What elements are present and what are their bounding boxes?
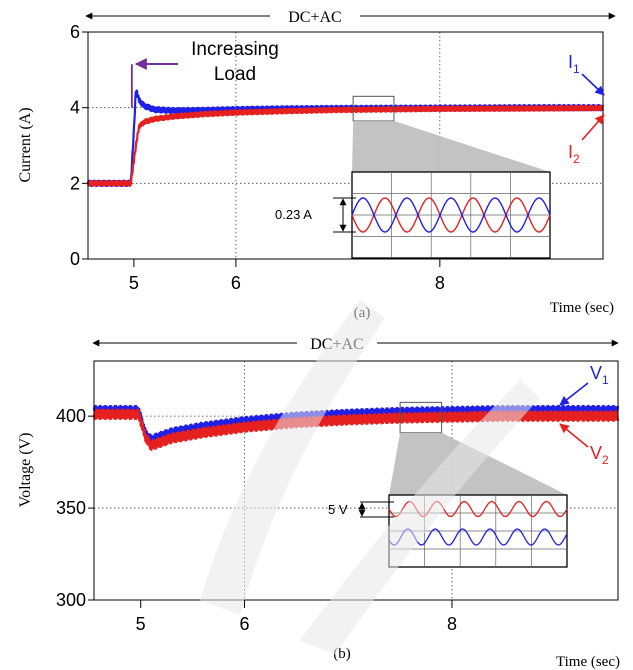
- series-line-i2: [86, 104, 604, 187]
- panel-label: (b): [333, 646, 351, 662]
- y-tick-label: 2: [70, 173, 80, 193]
- inset-measure-label: 5 V: [328, 502, 348, 517]
- y-tick-label: 4: [70, 98, 80, 118]
- series-pointer-i2: [581, 114, 605, 141]
- series-pointer-i1: [581, 73, 605, 96]
- y-tick-label: 300: [56, 590, 86, 610]
- x-tick-label: 5: [129, 273, 139, 293]
- series-label-i2: I2: [568, 142, 580, 166]
- panel-label: (a): [354, 305, 371, 321]
- inset-wave-i1: [351, 197, 551, 233]
- series-group: [92, 404, 619, 452]
- axis-ticks: 5 6 8 300 350 400: [56, 406, 457, 634]
- inset-grid: [352, 172, 550, 258]
- y-axis-label: Voltage (V): [17, 433, 34, 508]
- x-tick-label: 5: [136, 614, 146, 634]
- series-group: [86, 64, 604, 188]
- inset-measure-label: 0.23 A: [275, 207, 312, 222]
- panel-a-current-chart: DC+AC 5 6 8 0 2 4 6 Current (A) Time (sec) (a)…: [17, 7, 616, 321]
- series-pointer-v1: [559, 382, 589, 406]
- event-label-line2: Load: [214, 64, 256, 85]
- inset-wave-i2: [351, 197, 551, 233]
- panel-b-voltage-chart: DC+AC 5 6 8 300 350 400 Voltage (V) Time (sec…: [17, 334, 620, 670]
- x-tick-label: 6: [231, 273, 241, 293]
- event-label-line1: Increasing: [191, 39, 279, 60]
- span-label: DC+AC: [288, 9, 341, 26]
- y-axis-label: Current (A): [17, 107, 34, 182]
- y-tick-label: 350: [56, 498, 86, 518]
- axis-ticks: 5 6 8 0 2 4 6: [70, 22, 445, 293]
- zoom-fan: [389, 432, 567, 495]
- y-tick-label: 0: [70, 249, 80, 269]
- series-label-v2: V2: [590, 443, 609, 467]
- inset-zoom-panel: [388, 494, 568, 568]
- span-label-bg: [270, 7, 360, 25]
- inset-zoom-panel: [351, 171, 551, 259]
- series-label-v1: V1: [590, 363, 609, 387]
- x-axis-label: Time (sec): [550, 300, 614, 316]
- x-tick-label: 8: [435, 273, 445, 293]
- x-tick-label: 6: [239, 614, 249, 634]
- x-axis-label: Time (sec): [556, 654, 620, 670]
- y-tick-label: 6: [70, 22, 80, 42]
- x-tick-label: 8: [447, 614, 457, 634]
- plot-frame: [87, 31, 604, 260]
- zoom-fan: [352, 120, 550, 172]
- series-label-i1: I1: [568, 52, 580, 76]
- y-tick-label: 400: [56, 406, 86, 426]
- series-pointer-v2: [559, 423, 589, 448]
- span-label: DC+AC: [310, 336, 363, 353]
